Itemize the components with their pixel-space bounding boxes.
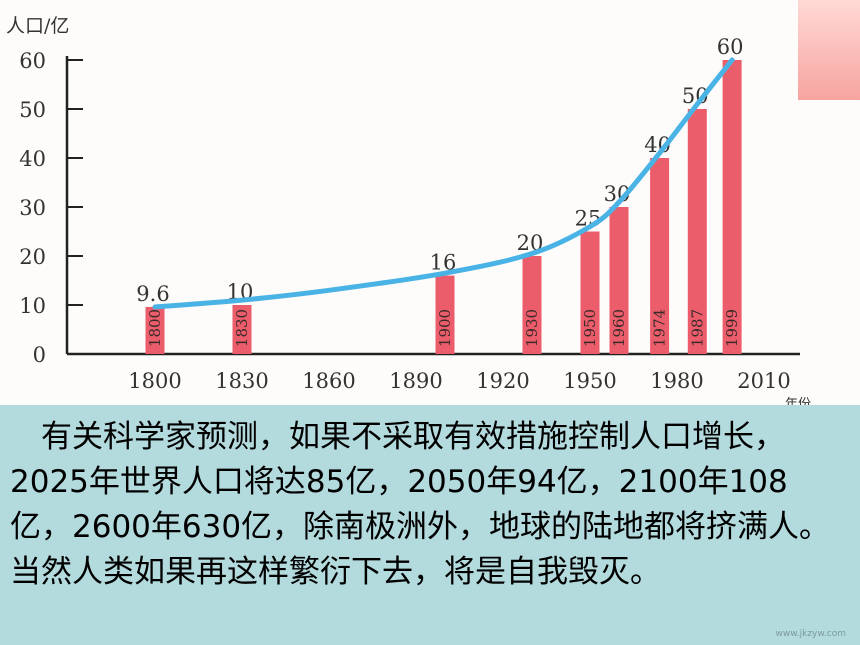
text-panel: 有关科学家预测，如果不采取有效措施控制人口增长，2025年世界人口将达85亿，2…: [0, 405, 860, 645]
population-chart: 0 10 20 30 40 50 60 人口/亿 1800 1830 1860 1890 1920 195…: [6, 15, 812, 412]
bar-year-label: 1950: [581, 309, 599, 347]
bar-year-label: 1987: [688, 309, 706, 347]
population-chart-svg: 0 10 20 30 40 50 60 人口/亿 1800 1830 1860 1890 1920 195…: [6, 15, 811, 412]
x-tick-label: 1800: [128, 369, 181, 393]
corner-decoration: [798, 0, 860, 100]
bar: [687, 109, 707, 354]
x-tick-label: 1830: [215, 369, 268, 393]
y-tick-label: 0: [33, 343, 46, 367]
bar-year-label: 1960: [610, 309, 628, 347]
bar: [145, 306, 165, 354]
x-tick-label: 1980: [650, 369, 703, 393]
y-tick-label: 40: [19, 147, 46, 171]
bar: [580, 231, 600, 354]
y-axis-label: 人口/亿: [6, 15, 69, 37]
y-tick-label: 50: [19, 98, 46, 122]
x-axis-label: 年份: [785, 397, 811, 405]
watermark: www.jkzyw.com: [775, 629, 847, 639]
bar: [522, 256, 542, 354]
y-tick-label: 10: [19, 294, 46, 318]
bar-year-label: 1900: [436, 309, 454, 347]
bar-year-label: 1999: [723, 309, 741, 347]
bar: [722, 60, 742, 354]
y-tick-label: 20: [19, 245, 46, 269]
x-tick-label: 1860: [302, 369, 355, 393]
x-tick-label: 1920: [476, 369, 529, 393]
bar-year-label: 1974: [651, 309, 669, 347]
trend-curve: [152, 57, 735, 310]
bar: [435, 275, 455, 354]
bar-year-label: 1930: [523, 309, 541, 347]
y-tick-label: 60: [19, 49, 46, 73]
bar: [650, 158, 670, 354]
x-tick-label: 2010: [737, 369, 790, 393]
bar-year-label: 1830: [233, 309, 251, 347]
y-tick-label: 30: [19, 196, 46, 220]
prediction-paragraph: 有关科学家预测，如果不采取有效措施控制人口增长，2025年世界人口将达85亿，2…: [10, 419, 831, 590]
bar: [609, 207, 629, 354]
bar: [232, 305, 252, 354]
x-tick-label: 1890: [389, 369, 442, 393]
bar-value-label: 9.6: [136, 282, 169, 306]
x-tick-label: 1950: [563, 369, 616, 393]
bar-value-label: 60: [717, 35, 744, 59]
bar-year-label: 1800: [146, 309, 164, 347]
